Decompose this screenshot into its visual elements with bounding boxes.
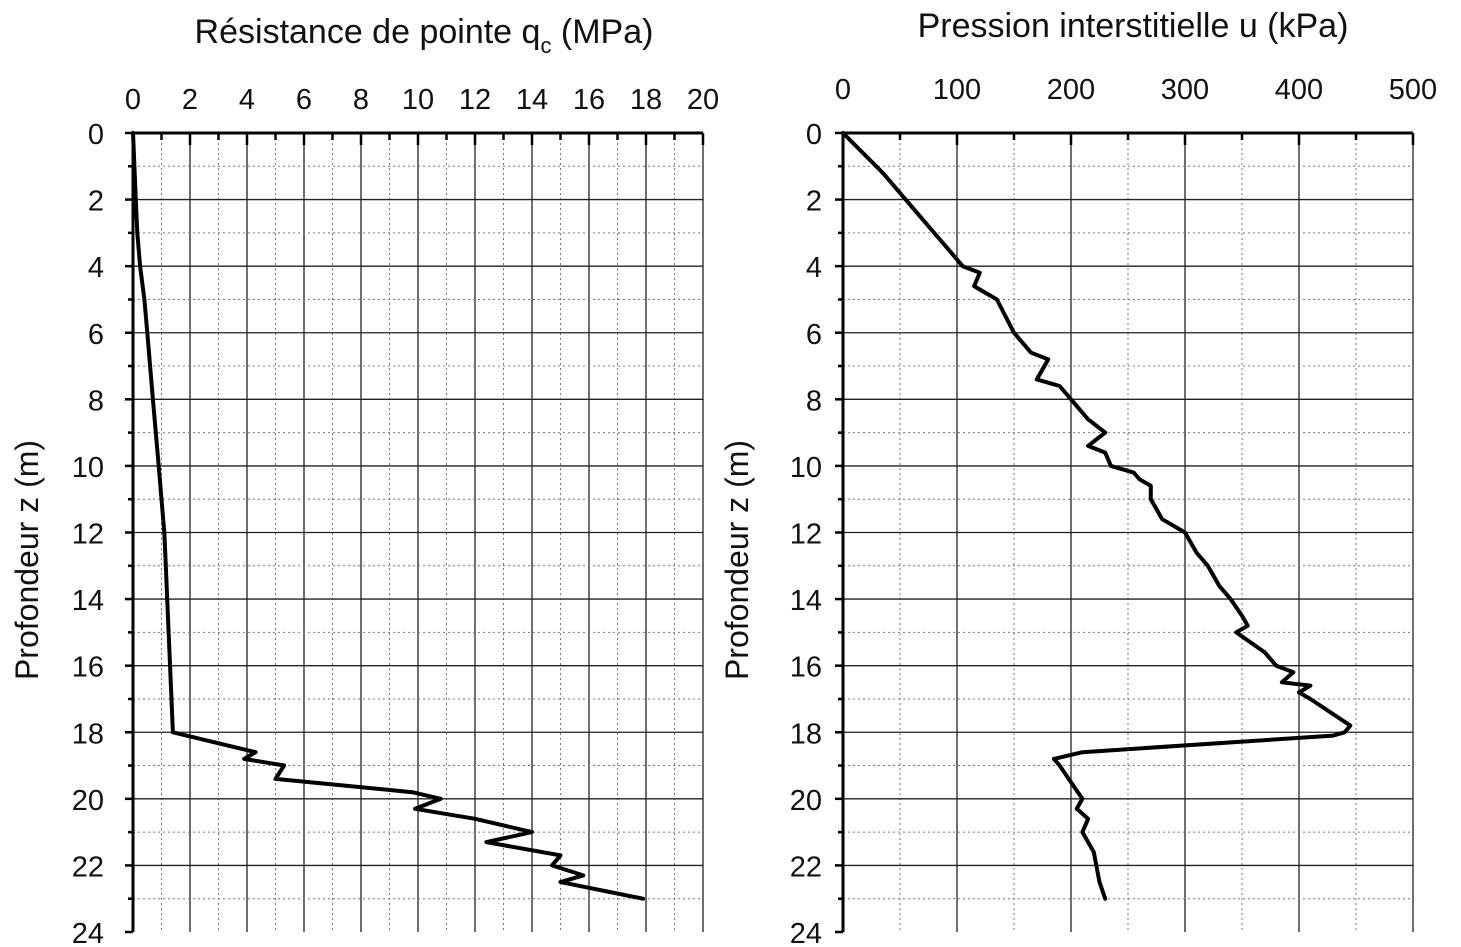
title-main: Résistance de pointe q	[195, 13, 541, 51]
y-tick-label: 14	[790, 585, 822, 617]
x-tick-label: 200	[1047, 74, 1095, 106]
y-tick-label: 18	[790, 718, 822, 750]
y-tick-label: 8	[88, 385, 104, 417]
x-tick-label: 8	[353, 84, 369, 116]
x-tick-label: 16	[573, 84, 605, 116]
chart-pore-pressure: Pression interstitielle u (kPa) 0 100 200 3…	[719, 7, 1437, 947]
y-tick-label: 2	[806, 186, 822, 218]
y-tick-label: 12	[790, 519, 822, 551]
y-tick-label: 18	[72, 718, 104, 750]
y-tick-label: 10	[72, 452, 104, 484]
x-tick-label: 0	[835, 74, 851, 106]
x-tick-label: 6	[296, 84, 312, 116]
x-tick-label: 10	[402, 84, 434, 116]
series-line	[131, 131, 646, 901]
plot-area	[131, 131, 646, 901]
gridlines	[133, 133, 704, 932]
y-tick-label: 20	[790, 785, 822, 817]
x-tick-label: 18	[630, 84, 662, 116]
y-tick-label: 12	[72, 519, 104, 551]
chart-cone-resistance: Résistance de pointe qc (MPa) 0 2 4 6 8 10 12 1…	[9, 13, 719, 947]
y-tick-label: 22	[790, 851, 822, 883]
y-tick-label: 16	[72, 652, 104, 684]
y-tick-label: 0	[88, 119, 104, 151]
x-tick-label: 4	[239, 84, 255, 116]
gridlines	[843, 133, 1414, 932]
y-tick-label: 10	[790, 452, 822, 484]
axes	[835, 131, 1415, 934]
y-tick-label: 22	[72, 851, 104, 883]
title-main: Pression interstitielle u	[918, 7, 1258, 45]
y-tick-label: 2	[88, 186, 104, 218]
y-tick-label: 16	[790, 652, 822, 684]
y-tick-label: 4	[88, 252, 104, 284]
y-tick-label: 6	[806, 319, 822, 351]
y-tick-label: 24	[790, 918, 822, 947]
x-tick-labels: 0 2 4 6 8 10 12 14 16 18 20	[125, 84, 719, 116]
y-tick-label: 8	[806, 385, 822, 417]
title-unit: (kPa)	[1258, 7, 1349, 45]
y-axis-label: Profondeur z (m)	[9, 440, 45, 680]
title-unit: (MPa)	[551, 13, 653, 51]
x-tick-label: 20	[687, 84, 719, 116]
title-subscript: c	[540, 33, 551, 58]
y-tick-label: 20	[72, 785, 104, 817]
y-tick-label: 0	[806, 119, 822, 151]
y-axis-label: Profondeur z (m)	[719, 440, 755, 680]
x-tick-label: 14	[516, 84, 548, 116]
x-tick-labels: 0 100 200 300 400 500	[835, 74, 1437, 106]
x-tick-label: 100	[933, 74, 981, 106]
chart-title: Pression interstitielle u (kPa)	[918, 7, 1349, 45]
x-tick-label: 2	[182, 84, 198, 116]
x-tick-label: 0	[125, 84, 141, 116]
x-tick-label: 500	[1389, 74, 1437, 106]
y-tick-label: 24	[72, 918, 104, 947]
y-tick-label: 14	[72, 585, 104, 617]
series-line	[841, 131, 1353, 901]
plot-area	[841, 131, 1353, 901]
y-tick-label: 4	[806, 252, 822, 284]
x-tick-label: 12	[459, 84, 491, 116]
chart-title: Résistance de pointe qc (MPa)	[195, 13, 654, 58]
y-tick-label: 6	[88, 319, 104, 351]
x-tick-label: 400	[1275, 74, 1323, 106]
x-tick-label: 300	[1161, 74, 1209, 106]
